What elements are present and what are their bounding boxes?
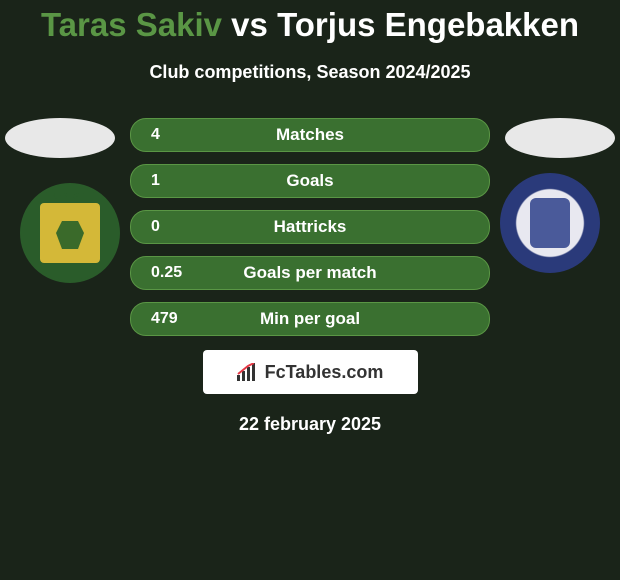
club-crest-left (40, 203, 100, 263)
avatar-player1 (5, 118, 115, 158)
player1-name: Taras Sakiv (41, 6, 222, 43)
club-name-label: КАРПАТИ (51, 192, 89, 201)
club-logo-right (500, 173, 600, 273)
stat-label: Min per goal (260, 309, 360, 329)
main-content: КАРПАТИ 4 Matches 1 Goals 0 Hattricks 0.… (0, 118, 620, 435)
stat-row-goals-per-match: 0.25 Goals per match (130, 256, 490, 290)
stat-value: 0 (131, 218, 160, 236)
stat-label: Goals (286, 171, 333, 191)
avatar-player2 (505, 118, 615, 158)
chart-icon (237, 363, 259, 381)
stat-label: Matches (276, 125, 344, 145)
player2-name: Torjus Engebakken (277, 6, 579, 43)
stat-row-min-per-goal: 479 Min per goal (130, 302, 490, 336)
stat-value: 4 (131, 126, 160, 144)
stat-row-matches: 4 Matches (130, 118, 490, 152)
stat-label: Goals per match (243, 263, 376, 283)
stat-row-hattricks: 0 Hattricks (130, 210, 490, 244)
subtitle: Club competitions, Season 2024/2025 (0, 62, 620, 83)
branding-box: FcTables.com (203, 350, 418, 394)
stat-value: 0.25 (131, 264, 182, 282)
stats-container: 4 Matches 1 Goals 0 Hattricks 0.25 Goals… (130, 118, 490, 336)
club-logo-left: КАРПАТИ (20, 183, 120, 283)
page-title: Taras Sakiv vs Torjus Engebakken (0, 0, 620, 44)
club-crest-right (530, 198, 570, 248)
stat-label: Hattricks (274, 217, 347, 237)
stat-value: 1 (131, 172, 160, 190)
stat-row-goals: 1 Goals (130, 164, 490, 198)
stat-value: 479 (131, 310, 178, 328)
vs-text: vs (231, 6, 268, 43)
branding-text: FcTables.com (265, 362, 384, 383)
lion-icon (50, 213, 90, 253)
date-text: 22 february 2025 (0, 414, 620, 435)
